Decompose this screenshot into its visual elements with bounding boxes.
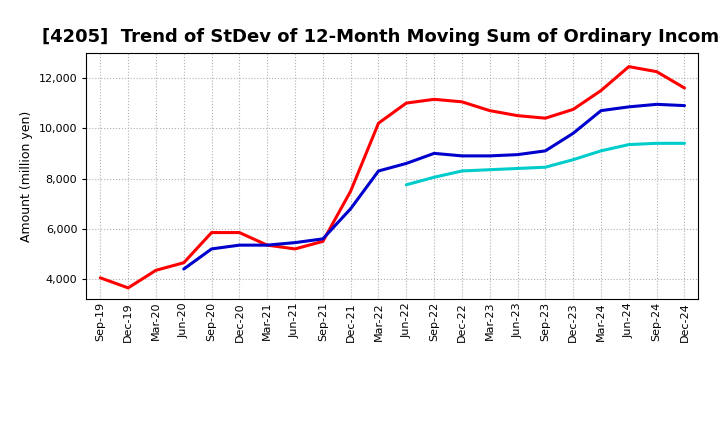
5 Years — [235, 242, 243, 248]
5 Years — [263, 242, 271, 248]
5 Years — [513, 152, 522, 157]
3 Years — [569, 107, 577, 112]
3 Years — [318, 239, 327, 244]
7 Years — [402, 182, 410, 187]
5 Years — [179, 266, 188, 271]
5 Years — [624, 104, 633, 110]
3 Years — [207, 230, 216, 235]
Line: 7 Years: 7 Years — [406, 143, 685, 185]
7 Years — [458, 169, 467, 174]
7 Years — [485, 167, 494, 172]
5 Years — [569, 131, 577, 136]
5 Years — [680, 103, 689, 108]
3 Years — [124, 285, 132, 290]
7 Years — [569, 157, 577, 162]
7 Years — [430, 175, 438, 180]
5 Years — [346, 206, 355, 211]
3 Years — [541, 116, 550, 121]
5 Years — [374, 169, 383, 174]
5 Years — [541, 148, 550, 154]
3 Years — [179, 260, 188, 265]
7 Years — [680, 141, 689, 146]
Y-axis label: Amount (million yen): Amount (million yen) — [20, 110, 33, 242]
3 Years — [291, 246, 300, 252]
3 Years — [402, 100, 410, 106]
3 Years — [597, 88, 606, 93]
3 Years — [513, 113, 522, 118]
3 Years — [485, 108, 494, 113]
7 Years — [597, 148, 606, 154]
5 Years — [402, 161, 410, 166]
7 Years — [624, 142, 633, 147]
3 Years — [346, 188, 355, 194]
7 Years — [541, 165, 550, 170]
5 Years — [485, 153, 494, 158]
5 Years — [458, 153, 467, 158]
3 Years — [152, 268, 161, 273]
Title: [4205]  Trend of StDev of 12-Month Moving Sum of Ordinary Incomes: [4205] Trend of StDev of 12-Month Moving… — [42, 28, 720, 46]
Line: 5 Years: 5 Years — [184, 104, 685, 269]
5 Years — [291, 240, 300, 245]
5 Years — [207, 246, 216, 252]
3 Years — [624, 64, 633, 69]
3 Years — [96, 275, 104, 280]
Line: 3 Years: 3 Years — [100, 66, 685, 288]
3 Years — [680, 85, 689, 91]
3 Years — [652, 69, 661, 74]
3 Years — [263, 242, 271, 248]
7 Years — [513, 166, 522, 171]
3 Years — [458, 99, 467, 104]
5 Years — [430, 151, 438, 156]
5 Years — [652, 102, 661, 107]
5 Years — [597, 108, 606, 113]
7 Years — [652, 141, 661, 146]
3 Years — [430, 97, 438, 102]
3 Years — [235, 230, 243, 235]
3 Years — [374, 121, 383, 126]
5 Years — [318, 236, 327, 242]
